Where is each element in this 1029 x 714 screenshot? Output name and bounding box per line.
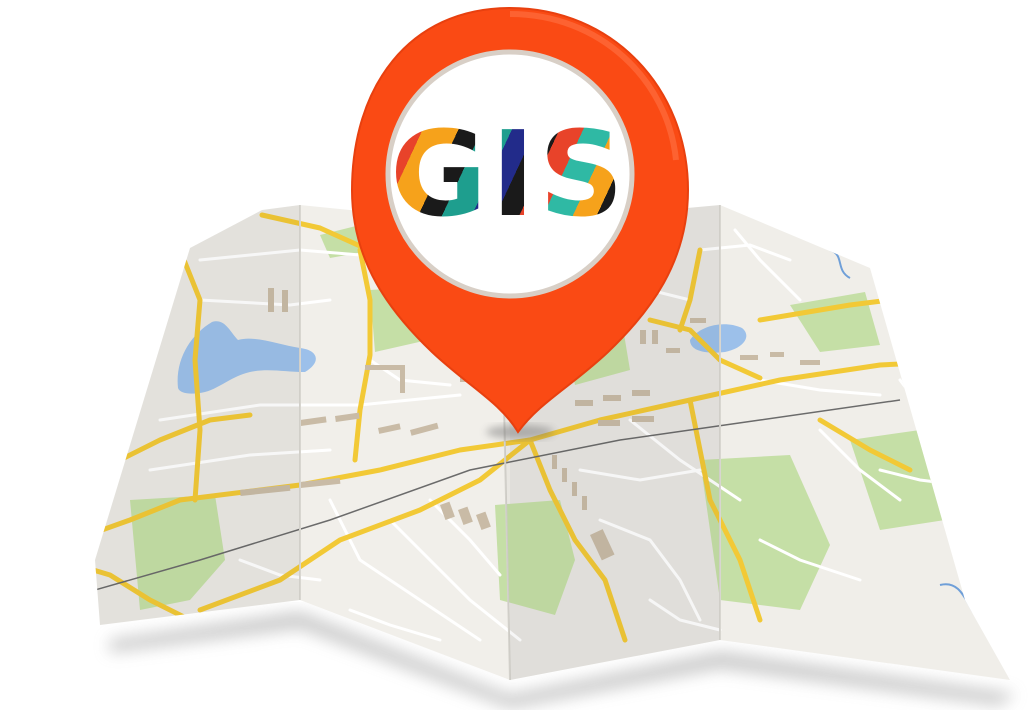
- building: [378, 423, 401, 434]
- building: [652, 330, 658, 344]
- building: [575, 400, 593, 406]
- building: [572, 482, 577, 496]
- building: [240, 484, 291, 496]
- road: [677, 247, 703, 333]
- road: [117, 412, 253, 463]
- railway: [95, 399, 901, 601]
- building: [410, 422, 439, 436]
- park: [790, 292, 880, 352]
- building: [632, 390, 650, 396]
- building: [268, 288, 274, 312]
- road: [527, 437, 628, 643]
- building: [603, 395, 621, 401]
- road: [95, 357, 983, 548]
- park: [850, 430, 945, 530]
- building: [552, 455, 557, 469]
- building: [690, 318, 706, 323]
- building: [300, 416, 327, 426]
- gis-logo-text: GIS: [390, 105, 628, 243]
- park: [495, 500, 575, 615]
- road: [95, 557, 193, 623]
- building: [740, 355, 758, 360]
- building: [365, 365, 405, 370]
- building: [300, 477, 341, 488]
- park: [130, 495, 225, 610]
- building: [400, 365, 405, 393]
- building: [282, 290, 288, 312]
- major-roads: [95, 212, 983, 643]
- building: [770, 352, 784, 357]
- road: [817, 417, 913, 473]
- road: [197, 437, 533, 613]
- building: [589, 529, 615, 561]
- road: [687, 397, 763, 623]
- road: [757, 297, 893, 323]
- map-shadow: [110, 612, 1015, 708]
- map-pin-icon: [350, 6, 690, 434]
- building: [598, 420, 620, 426]
- road: [352, 247, 373, 463]
- building: [582, 496, 587, 510]
- building: [439, 501, 455, 521]
- building: [632, 416, 654, 422]
- building: [666, 348, 680, 353]
- building: [458, 506, 473, 526]
- building: [562, 468, 567, 482]
- building: [640, 330, 646, 344]
- building: [475, 511, 491, 531]
- lake: [177, 321, 316, 394]
- building: [800, 360, 820, 365]
- road: [647, 317, 763, 381]
- pin-badge: [385, 49, 635, 299]
- pin-shadow: [486, 425, 554, 439]
- building: [335, 412, 360, 422]
- road: [177, 247, 203, 503]
